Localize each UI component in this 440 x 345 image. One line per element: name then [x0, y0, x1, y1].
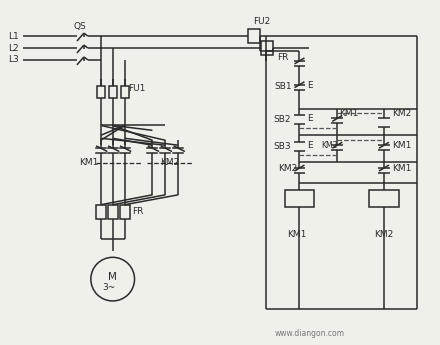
Bar [108, 205, 117, 219]
Bar [109, 86, 117, 98]
Text: KM2: KM2 [374, 230, 393, 239]
Text: E: E [308, 81, 313, 90]
Text: E: E [308, 114, 313, 123]
Text: SB2: SB2 [274, 115, 291, 124]
Bar [120, 205, 129, 219]
Text: E: E [308, 141, 313, 150]
Text: KM1: KM1 [288, 230, 307, 239]
Text: KM2: KM2 [321, 141, 338, 150]
Bar [369, 190, 399, 207]
Text: KM1: KM1 [79, 158, 98, 167]
Text: FU2: FU2 [253, 17, 270, 26]
Text: 3~: 3~ [102, 283, 115, 292]
Text: L2: L2 [8, 43, 19, 52]
Text: QS: QS [74, 22, 87, 31]
Bar [261, 41, 273, 55]
Text: KM2: KM2 [392, 109, 411, 118]
Text: KM2: KM2 [278, 164, 297, 172]
Bar [121, 86, 128, 98]
Bar [97, 86, 105, 98]
Text: SB1: SB1 [275, 82, 292, 91]
Text: FR: FR [277, 53, 288, 62]
Text: KM1: KM1 [392, 141, 411, 150]
Bar [96, 205, 106, 219]
Text: SB3: SB3 [274, 142, 291, 151]
Bar [248, 29, 260, 43]
Text: KM1: KM1 [339, 109, 359, 118]
Text: www.diangon.com: www.diangon.com [275, 329, 345, 338]
Bar [285, 190, 315, 207]
Text: KM1: KM1 [392, 164, 411, 172]
Text: FU1: FU1 [128, 84, 146, 93]
Text: L1: L1 [8, 32, 19, 41]
Text: M: M [108, 272, 117, 282]
Text: L3: L3 [8, 56, 19, 65]
Text: FR: FR [132, 207, 144, 216]
Text: KM2: KM2 [160, 158, 180, 167]
